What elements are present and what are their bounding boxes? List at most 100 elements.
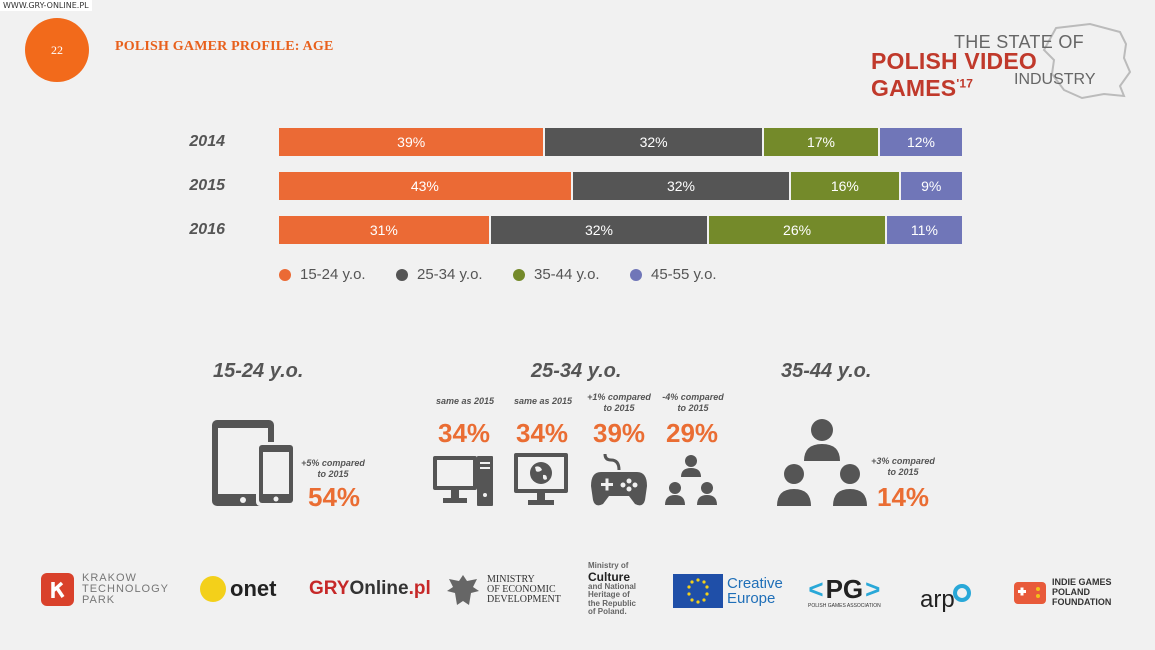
people-hierarchy-icon <box>777 419 867 506</box>
pct-gamepad: 39% <box>593 418 646 448</box>
bar-label-2016-35-44: 26% <box>783 222 812 238</box>
legend-dot-35-44 <box>513 268 525 281</box>
bar-label-2015-15-24: 43% <box>410 178 439 194</box>
logo-creative-europe: Creative Europe <box>673 574 783 608</box>
brand-line-1: THE STATE OF <box>954 32 1084 52</box>
creative-line-1: Creative <box>727 575 783 592</box>
bar-label-2015-45-55: 9% <box>921 178 942 194</box>
ktp-line-1: KRAKOW <box>82 572 137 584</box>
brand-line-3: INDUSTRY <box>1014 71 1096 88</box>
legend-dot-45-55 <box>630 268 642 281</box>
gamepad-icon <box>591 453 647 506</box>
note-globe: same as 2015 <box>513 396 573 406</box>
people-group-icon <box>665 455 717 505</box>
pct-35-44: 14% <box>877 482 930 512</box>
tablet-phone-icon <box>212 420 296 506</box>
legend-label-35-44: 35-44 y.o. <box>534 266 600 283</box>
heading-15-24: 15-24 y.o. <box>213 360 304 382</box>
bar-label-2014-15-24: 39% <box>397 134 426 150</box>
min-econ-line-2: OF ECONOMIC <box>487 584 556 595</box>
pg-bracket-left-icon: < <box>808 574 824 604</box>
page-number-badge: 22 <box>25 18 89 82</box>
ktp-line-3: PARK <box>82 594 116 606</box>
pg-subtitle: POLISH GAMES ASSOCIATION <box>808 603 881 609</box>
row-label-2014: 2014 <box>189 133 225 150</box>
row-label-2016: 2016 <box>189 221 225 238</box>
min-cult-line-6: of Poland. <box>588 607 627 616</box>
bar-2016-15-24: 31% <box>279 216 491 244</box>
pg-mark: PG <box>825 574 864 604</box>
report-brand-logo: THE STATE OF POLISH VIDEO GAMES'17 INDUS… <box>868 22 1133 102</box>
bar-label-2014-35-44: 17% <box>806 134 835 150</box>
igpf-controller-icon <box>1014 582 1046 604</box>
logo-polish-games-association: < PG > POLISH GAMES ASSOCIATION <box>808 574 881 609</box>
bar-2015-15-24: 43% <box>279 172 573 200</box>
min-cult-line-5: the Republic <box>588 598 637 608</box>
globe-monitor-icon <box>514 453 568 505</box>
legend-label-15-24: 15-24 y.o. <box>300 266 366 283</box>
heading-25-34: 25-34 y.o. <box>531 360 622 382</box>
pct-people: 29% <box>666 418 719 448</box>
arp-wordmark: arp <box>920 586 955 613</box>
heading-35-44: 35-44 y.o. <box>781 360 872 382</box>
pct-desktop: 34% <box>438 418 491 448</box>
legend-dot-15-24 <box>279 268 291 281</box>
min-cult-line-1: Ministry of <box>588 561 629 570</box>
bar-label-2015-35-44: 16% <box>830 178 859 194</box>
bar-label-2014-45-55: 12% <box>906 134 936 150</box>
creative-line-2: Europe <box>727 590 776 607</box>
site-watermark: WWW.GRY-ONLINE.PL <box>0 0 92 11</box>
logo-ministry-economic-development: MINISTRY OF ECONOMIC DEVELOPMENT <box>445 571 561 609</box>
min-cult-line-3: and National <box>588 581 637 591</box>
eu-flag-icon <box>673 574 723 608</box>
note-people: -4% compared to 2015 <box>662 392 724 413</box>
bar-label-2016-15-24: 31% <box>369 222 398 238</box>
bar-label-2016-45-55: 11% <box>910 222 938 238</box>
brand-line-2: POLISH VIDEO GAMES'17 <box>871 48 1037 101</box>
legend-item-35-44: 35-44 y.o. <box>513 266 600 283</box>
bar-label-2015-25-34: 32% <box>666 178 695 194</box>
bar-2016-35-44: 26% <box>709 216 887 244</box>
logo-ministry-culture: Ministry of Culture and National Heritag… <box>588 561 637 617</box>
note-15-24: +5% compared to 2015 <box>301 458 365 479</box>
desktop-pc-icon <box>433 456 493 506</box>
min-econ-line-3: DEVELOPMENT <box>487 594 561 605</box>
note-35-44: +3% compared to 2015 <box>871 456 935 477</box>
row-label-2015: 2015 <box>189 177 225 194</box>
ktp-line-2: TECHNOLOGY <box>82 583 170 595</box>
bar-2014-15-24: 39% <box>279 128 546 156</box>
logo-onet: onet <box>200 576 276 602</box>
onet-wordmark: onet <box>230 576 277 601</box>
gry-part: GRY <box>309 578 350 599</box>
poland-outline-icon <box>1042 22 1132 100</box>
online-part: Online <box>349 578 409 599</box>
note-gamepad: +1% compared to 2015 <box>587 392 651 413</box>
pg-bracket-right-icon: > <box>865 574 881 604</box>
logo-arp: arp <box>920 572 973 614</box>
legend-label-25-34: 25-34 y.o. <box>417 266 483 283</box>
igpf-line-2: POLAND <box>1052 587 1090 597</box>
pct-15-24: 54% <box>308 482 361 512</box>
slide-title: POLISH GAMER PROFILE: AGE <box>115 39 334 54</box>
bar-label-2016-25-34: 32% <box>584 222 613 238</box>
legend-item-15-24: 15-24 y.o. <box>279 266 366 283</box>
igpf-line-1: INDIE GAMES <box>1052 577 1112 587</box>
brand-year: '17 <box>956 76 974 91</box>
bar-2014-25-34: 32% <box>545 128 764 156</box>
logo-indie-games-poland: INDIE GAMES POLAND FOUNDATION <box>1014 577 1112 607</box>
legend-item-45-55: 45-55 y.o. <box>630 266 717 283</box>
legend-item-25-34: 25-34 y.o. <box>396 266 483 283</box>
bar-2015-25-34: 32% <box>572 172 792 200</box>
min-econ-line-1: MINISTRY <box>487 574 535 585</box>
note-desktop: same as 2015 <box>435 396 495 406</box>
polish-eagle-icon <box>447 575 479 605</box>
min-cult-line-4: Heritage of <box>588 590 630 599</box>
min-cult-line-2: Culture <box>588 569 630 584</box>
bar-label-2014-25-34: 32% <box>639 134 668 150</box>
bar-2014-35-44: 17% <box>763 128 881 156</box>
bar-2014-45-55: 12% <box>880 128 962 156</box>
legend-dot-25-34 <box>396 268 408 281</box>
bar-2015-45-55: 9% <box>900 172 962 200</box>
bar-2016-45-55: 11% <box>886 216 962 244</box>
pct-globe: 34% <box>516 418 569 448</box>
